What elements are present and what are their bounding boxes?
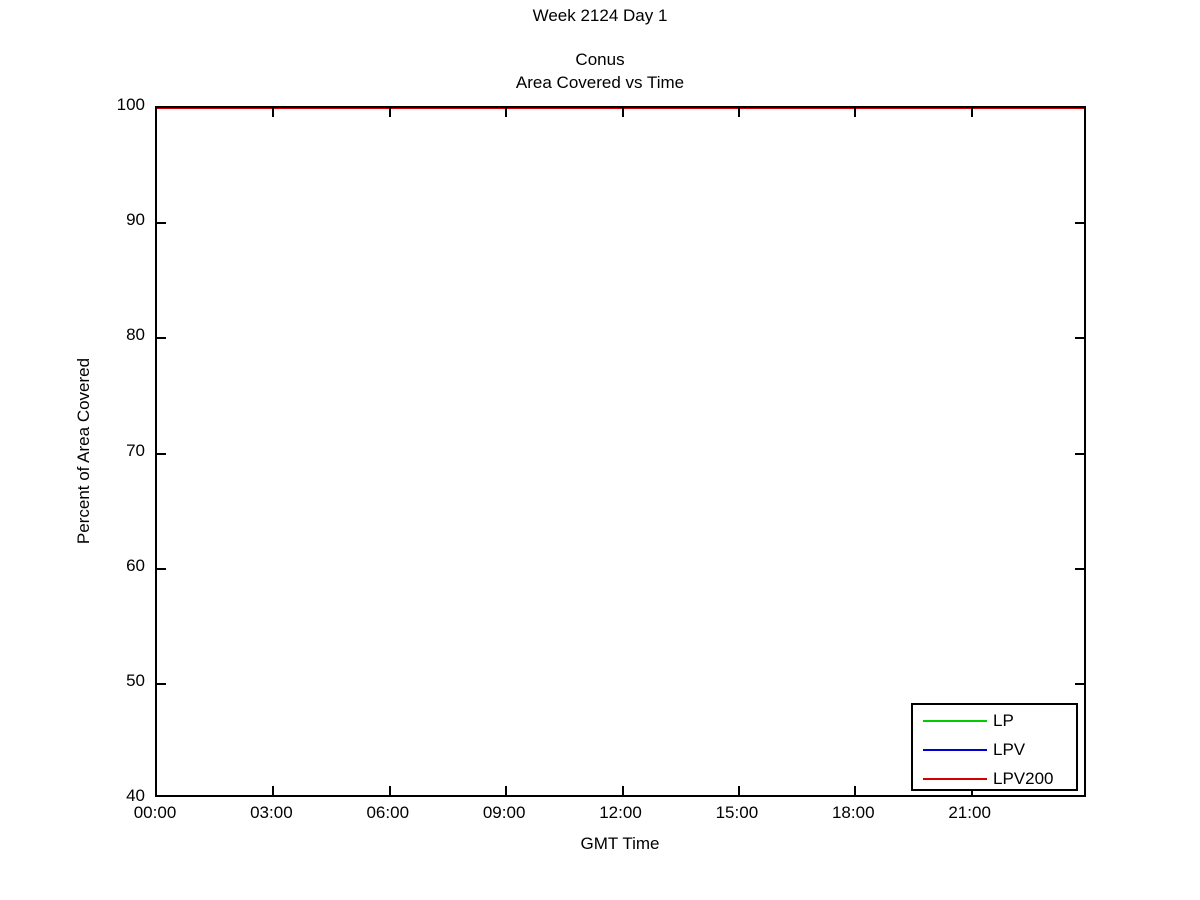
y-tick-label-50: 50 xyxy=(126,670,145,690)
legend-label-lpv200: LPV200 xyxy=(993,768,1054,788)
x-tick-09:00 xyxy=(505,786,508,795)
y-tick-right-70 xyxy=(1075,452,1084,455)
super-title: Week 2124 Day 1 xyxy=(532,6,668,25)
x-tick-15:00 xyxy=(737,786,740,795)
legend-item-lpv200[interactable]: LPV200 xyxy=(913,764,1076,793)
x-tick-label-12:00: 12:00 xyxy=(599,803,642,822)
y-tick-label-60: 60 xyxy=(126,555,145,575)
y-tick-90 xyxy=(157,222,166,225)
legend-item-lp[interactable]: LP xyxy=(913,706,1076,735)
y-tick-label-40: 40 xyxy=(126,786,145,805)
x-tick-06:00 xyxy=(388,786,391,795)
x-tick-label-09:00: 09:00 xyxy=(482,803,526,822)
y-tick-right-50 xyxy=(1075,682,1084,685)
x-tick-18:00 xyxy=(854,786,857,795)
x-tick-top-03:00 xyxy=(272,108,275,117)
chart-legend: LP LPV LPV200 xyxy=(911,703,1078,791)
x-tick-label-15:00: 15:00 xyxy=(715,803,759,822)
y-tick-label-80: 80 xyxy=(126,325,145,345)
x-tick-top-15:00 xyxy=(737,108,740,117)
y-tick-60 xyxy=(157,567,166,570)
y-tick-80 xyxy=(157,337,166,340)
legend-swatch-lpv200 xyxy=(923,773,987,785)
x-tick-top-09:00 xyxy=(505,108,508,117)
x-tick-top-18:00 xyxy=(854,108,857,117)
legend-swatch-lp xyxy=(923,715,987,727)
legend-item-lpv[interactable]: LPV xyxy=(913,735,1076,764)
series-line-lpv200 xyxy=(157,108,1084,109)
y-tick-label-90: 90 xyxy=(126,210,145,230)
x-tick-label-00:00: 00:00 xyxy=(133,803,177,822)
x-tick-top-12:00 xyxy=(621,108,624,117)
x-tick-label-03:00: 03:00 xyxy=(250,803,293,822)
chart-title-line-1: Conus xyxy=(575,50,625,69)
y-tick-label-70: 70 xyxy=(126,440,145,460)
x-tick-label-06:00: 06:00 xyxy=(366,803,410,822)
x-tick-top-21:00 xyxy=(970,108,973,117)
legend-label-lp: LP xyxy=(993,710,1014,730)
x-axis-label: GMT Time xyxy=(580,834,660,853)
plot-area xyxy=(157,108,1084,795)
x-tick-03:00 xyxy=(272,786,275,795)
x-tick-12:00 xyxy=(621,786,624,795)
legend-label-lpv: LPV xyxy=(993,739,1026,759)
x-tick-top-06:00 xyxy=(388,108,391,117)
plot-frame xyxy=(155,106,1086,797)
y-tick-right-60 xyxy=(1075,567,1084,570)
chart-title-line-2: Area Covered vs Time xyxy=(515,73,685,92)
x-tick-label-21:00: 21:00 xyxy=(948,803,991,822)
x-tick-label-18:00: 18:00 xyxy=(831,803,875,822)
y-tick-right-90 xyxy=(1075,222,1084,225)
y-tick-right-80 xyxy=(1075,337,1084,340)
legend-swatch-lpv xyxy=(923,744,987,756)
y-tick-70 xyxy=(157,452,166,455)
y-tick-label-100: 100 xyxy=(116,95,145,114)
y-tick-50 xyxy=(157,682,166,685)
